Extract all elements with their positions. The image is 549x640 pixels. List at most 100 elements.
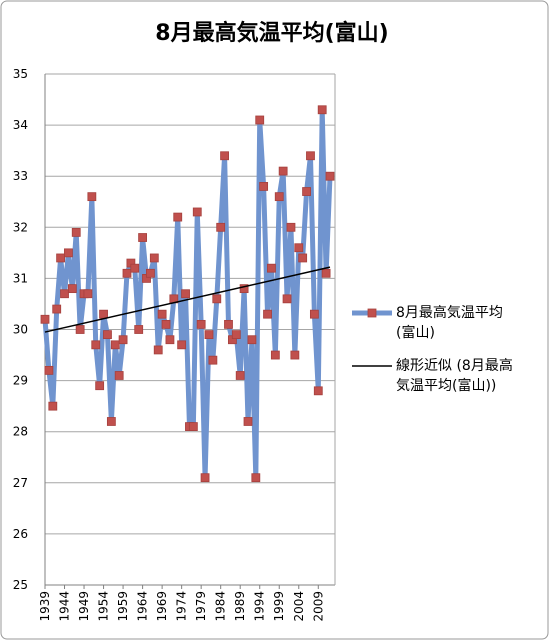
y-tick-label: 33 (13, 169, 28, 183)
marker (231, 330, 241, 340)
marker (110, 340, 120, 350)
marker (282, 294, 292, 304)
marker (118, 335, 128, 345)
marker (247, 335, 257, 345)
y-tick-label: 31 (13, 271, 28, 285)
legend-marker (367, 308, 377, 318)
marker (157, 309, 167, 319)
marker (130, 263, 140, 273)
marker (294, 243, 304, 253)
y-tick-label: 30 (13, 323, 28, 337)
marker (267, 263, 276, 273)
y-tick-label: 34 (13, 118, 28, 132)
y-tick-label: 25 (13, 578, 28, 592)
x-tick-label: 1999 (272, 591, 286, 622)
marker (134, 325, 144, 334)
marker (75, 325, 85, 334)
marker (216, 222, 226, 232)
marker (122, 268, 132, 278)
marker (224, 319, 233, 329)
marker (99, 309, 108, 319)
x-tick-label: 1959 (116, 591, 130, 622)
marker (306, 151, 315, 161)
x-tick-label: 1984 (214, 591, 228, 622)
marker (235, 371, 245, 380)
y-tick-label: 26 (13, 527, 28, 541)
marker (103, 330, 112, 340)
marker (188, 422, 198, 431)
marker (325, 171, 335, 181)
marker (239, 284, 249, 294)
marker (274, 192, 284, 202)
marker (251, 473, 261, 483)
x-tick-label: 1964 (136, 591, 150, 622)
marker (270, 350, 280, 360)
marker (278, 166, 288, 176)
marker (83, 289, 93, 299)
x-tick-label: 1974 (175, 591, 189, 622)
marker (286, 222, 296, 232)
marker (95, 381, 105, 391)
marker (177, 340, 187, 350)
x-tick-label: 2004 (292, 591, 306, 622)
x-tick-label: 1969 (155, 591, 169, 622)
x-tick-label: 2009 (311, 591, 325, 622)
marker (87, 192, 97, 202)
marker (153, 345, 163, 355)
marker (298, 253, 308, 263)
marker (290, 350, 300, 360)
x-tick-label: 1939 (38, 591, 52, 622)
marker (149, 253, 159, 263)
marker (146, 268, 155, 278)
marker (44, 365, 54, 375)
marker (71, 228, 81, 237)
marker (165, 335, 175, 345)
trendline (44, 266, 331, 333)
marker (243, 417, 253, 426)
marker (220, 151, 229, 161)
x-tick-label: 1954 (97, 591, 111, 622)
x-tick-label: 1949 (77, 591, 91, 622)
x-tick-label: 1989 (233, 591, 247, 622)
marker (313, 386, 323, 396)
marker (309, 309, 319, 319)
y-tick-label: 27 (13, 476, 28, 490)
marker (48, 401, 58, 411)
y-tick-label: 32 (13, 220, 28, 234)
x-tick-label: 1979 (194, 591, 208, 622)
marker (200, 473, 210, 483)
marker (181, 289, 190, 299)
marker (138, 233, 148, 242)
marker (255, 115, 265, 125)
legend-entry: 線形近似 (8月最高気温平均(富山)) (396, 358, 513, 394)
marker (321, 268, 331, 278)
marker (173, 212, 183, 222)
marker (52, 304, 62, 314)
marker (302, 187, 311, 196)
marker (60, 289, 69, 299)
x-tick-label: 1994 (253, 591, 267, 622)
legend-entry: 8月最高気温平均(富山) (396, 305, 503, 341)
marker (212, 294, 222, 304)
marker (91, 340, 101, 350)
y-tick-label: 35 (13, 67, 28, 81)
marker (161, 319, 171, 329)
y-tick-label: 29 (13, 374, 28, 388)
marker (208, 355, 218, 365)
marker (106, 417, 116, 426)
marker (64, 248, 73, 258)
marker (263, 309, 272, 319)
chart-title: 8月最高気温平均(富山) (155, 20, 388, 46)
marker (204, 330, 214, 340)
y-tick-label: 28 (13, 425, 28, 439)
marker (259, 182, 269, 191)
marker (67, 284, 77, 294)
marker (114, 371, 124, 380)
marker (40, 314, 50, 324)
x-tick-label: 1944 (58, 591, 72, 622)
marker (317, 105, 327, 115)
marker (196, 319, 206, 329)
marker (56, 253, 66, 263)
